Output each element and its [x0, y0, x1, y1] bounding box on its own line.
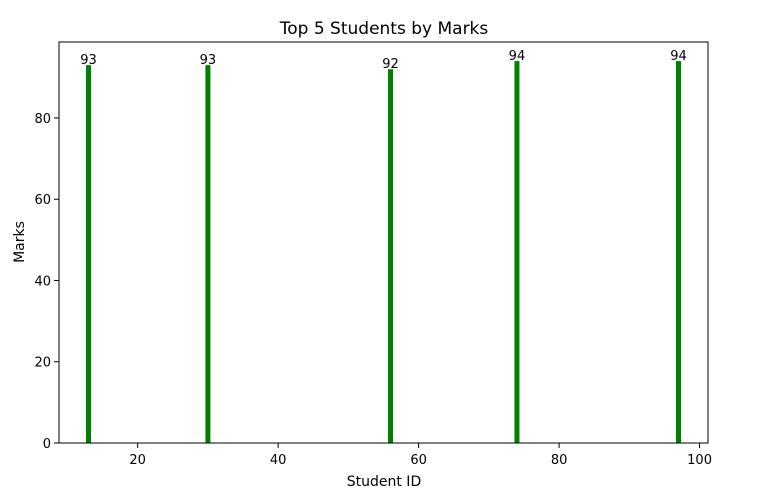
y-axis-label: Marks [12, 221, 28, 263]
data-label: 94 [509, 49, 526, 64]
x-tick-label: 80 [551, 453, 568, 468]
y-tick-label: 0 [43, 437, 51, 452]
y-tick-label: 80 [34, 112, 51, 127]
data-label: 92 [382, 57, 399, 72]
plot-frame [58, 41, 709, 444]
plot-area: 93 93 92 94 94 20 40 60 80 100 0 20 40 60 80 [34, 49, 712, 468]
x-axis-label: Student ID [347, 474, 421, 490]
data-label: 93 [200, 53, 217, 68]
bar [205, 65, 211, 444]
bar [676, 61, 681, 443]
x-tick-label: 20 [129, 453, 146, 468]
chart-title: Top 5 Students by Marks [279, 19, 489, 39]
y-tick-label: 20 [34, 356, 51, 371]
x-tick-label: 40 [270, 453, 287, 468]
data-label: 93 [80, 53, 97, 68]
bar [86, 65, 91, 444]
y-tick-label: 60 [34, 193, 51, 208]
bar [514, 61, 520, 443]
x-tick-label: 100 [687, 453, 712, 468]
x-tick-label: 60 [410, 453, 427, 468]
data-label: 94 [670, 49, 687, 64]
bar [388, 69, 394, 443]
y-tick-label: 40 [34, 274, 51, 289]
